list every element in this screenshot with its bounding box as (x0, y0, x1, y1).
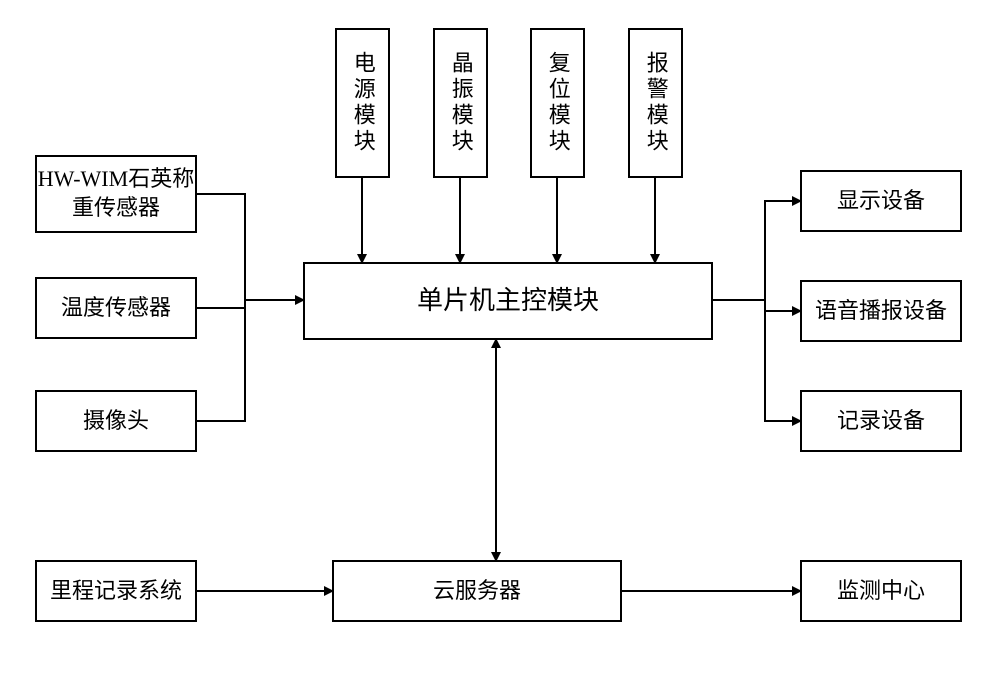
node-voice: 语音播报设备 (800, 280, 962, 342)
node-sensor-temp: 温度传感器 (35, 277, 197, 339)
node-power: 电源模块 (335, 28, 390, 178)
label: 摄像头 (83, 407, 149, 436)
node-camera: 摄像头 (35, 390, 197, 452)
node-mcu: 单片机主控模块 (303, 262, 713, 340)
label: HW-WIM石英称 重传感器 (38, 165, 194, 222)
label: 里程记录系统 (50, 577, 182, 606)
node-cloud: 云服务器 (332, 560, 622, 622)
label: 晶振模块 (446, 51, 475, 155)
node-reset: 复位模块 (530, 28, 585, 178)
label: 复位模块 (543, 51, 572, 155)
node-mileage: 里程记录系统 (35, 560, 197, 622)
node-display: 显示设备 (800, 170, 962, 232)
label: 语音播报设备 (815, 297, 947, 326)
node-sensor-weight: HW-WIM石英称 重传感器 (35, 155, 197, 233)
label: 报警模块 (641, 51, 670, 155)
node-crystal: 晶振模块 (433, 28, 488, 178)
label: 温度传感器 (61, 294, 171, 323)
label: 监测中心 (837, 577, 925, 606)
label: 电源模块 (348, 51, 377, 155)
label: 显示设备 (837, 187, 925, 216)
node-record: 记录设备 (800, 390, 962, 452)
node-alarm: 报警模块 (628, 28, 683, 178)
label: 单片机主控模块 (417, 284, 599, 318)
node-monitor: 监测中心 (800, 560, 962, 622)
label: 云服务器 (433, 577, 521, 606)
label: 记录设备 (837, 407, 925, 436)
